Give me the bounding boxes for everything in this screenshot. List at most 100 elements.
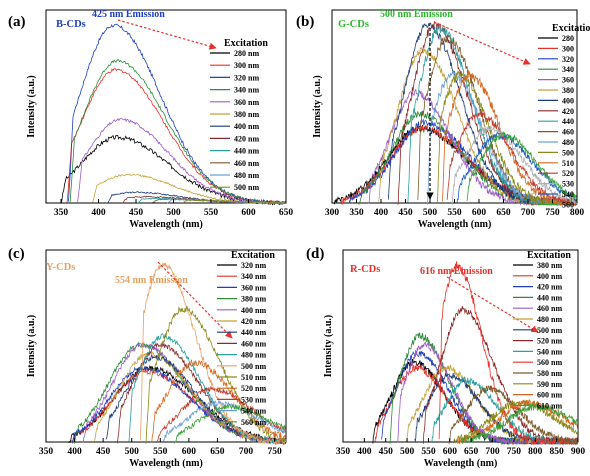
legend-entry: 590 nm bbox=[537, 380, 562, 389]
x-tick-label: 500 bbox=[400, 447, 415, 457]
shift-arrow bbox=[433, 21, 531, 65]
series-line bbox=[461, 403, 578, 444]
x-tick-label: 400 bbox=[357, 447, 372, 457]
legend-entry: 340 bbox=[562, 65, 574, 74]
legend-entry: 380 nm bbox=[234, 110, 259, 119]
series-line bbox=[438, 261, 578, 446]
series-line bbox=[128, 332, 287, 445]
series-line bbox=[162, 400, 287, 442]
x-tick-label: 700 bbox=[239, 447, 254, 457]
plot-frame bbox=[45, 249, 287, 443]
x-axis-label: Wavelength (nm) bbox=[129, 219, 203, 230]
emission-label: 616 nm Emission bbox=[420, 266, 493, 277]
legend-entry: 400 nm bbox=[537, 272, 562, 281]
series-line bbox=[456, 132, 578, 204]
panel-letter: (a) bbox=[8, 14, 26, 30]
series-line bbox=[441, 69, 578, 207]
legend-entry: 540 nm bbox=[241, 407, 266, 416]
x-tick-label: 900 bbox=[571, 447, 586, 457]
shift-arrow bbox=[446, 276, 539, 333]
x-axis-label: Wavelength (nm) bbox=[418, 219, 492, 230]
legend-entry: 460 nm bbox=[234, 159, 259, 168]
panel-letter: (d) bbox=[306, 246, 324, 262]
x-tick-label: 650 bbox=[279, 208, 294, 218]
series-line bbox=[174, 403, 287, 444]
series-line bbox=[378, 47, 578, 206]
legend-entry: 610 nm bbox=[537, 401, 562, 410]
x-tick-label: 600 bbox=[182, 447, 197, 457]
series-line bbox=[466, 130, 578, 202]
x-tick-label: 750 bbox=[507, 447, 522, 457]
x-tick-label: 450 bbox=[379, 447, 394, 457]
x-tick-label: 500 bbox=[125, 447, 140, 457]
legend-entry: 520 nm bbox=[537, 337, 562, 346]
legend-entry: 510 nm bbox=[241, 373, 266, 382]
series-line bbox=[446, 110, 577, 206]
x-tick-label: 350 bbox=[349, 208, 364, 218]
legend-entry: 560 bbox=[562, 200, 574, 209]
legend-entry: 380 nm bbox=[241, 295, 266, 304]
legend-title: Excitation bbox=[231, 250, 275, 261]
legend-entry: 300 nm bbox=[234, 61, 259, 70]
legend-entry: 510 bbox=[562, 159, 574, 168]
x-tick-label: 350 bbox=[54, 208, 69, 218]
x-tick-label: 550 bbox=[447, 208, 462, 218]
plot-frame bbox=[45, 9, 287, 204]
x-tick-label: 350 bbox=[39, 447, 54, 457]
legend-entry: 600 nm bbox=[537, 391, 562, 400]
x-tick-label: 450 bbox=[398, 208, 413, 218]
y-axis-label: Intensity (a.u.) bbox=[323, 315, 334, 378]
legend-entry: 360 bbox=[562, 76, 574, 85]
x-tick-label: 650 bbox=[464, 447, 479, 457]
series-line bbox=[457, 399, 578, 444]
legend-entry: 540 nm bbox=[537, 347, 562, 356]
x-tick-label: 650 bbox=[496, 208, 511, 218]
x-tick-label: 450 bbox=[129, 208, 144, 218]
x-tick-label: 300 bbox=[325, 208, 340, 218]
legend-entry: 480 nm bbox=[241, 351, 266, 360]
legend-entry: 360 nm bbox=[241, 283, 266, 292]
series-line bbox=[182, 199, 286, 204]
legend-entry: 500 nm bbox=[537, 326, 562, 335]
legend-entry: 520 bbox=[562, 169, 574, 178]
legend-entry: 360 nm bbox=[234, 98, 259, 107]
x-tick-label: 500 bbox=[166, 208, 181, 218]
legend-entry: 500 nm bbox=[241, 362, 266, 371]
panel-1: (b) 300 350 400 450 500 550 600 650 700 750 800 Wave… bbox=[296, 9, 590, 230]
legend-entry: 500 bbox=[562, 148, 574, 157]
x-tick-label: 400 bbox=[374, 208, 389, 218]
legend-entry: 460 bbox=[562, 128, 574, 137]
x-tick-label: 600 bbox=[241, 208, 256, 218]
legend-entry: 320 nm bbox=[241, 261, 266, 270]
panel-letter: (c) bbox=[8, 246, 25, 262]
legend-entry: 300 bbox=[562, 44, 574, 53]
legend-entry: 420 nm bbox=[234, 134, 259, 143]
x-tick-label: 700 bbox=[485, 447, 500, 457]
x-tick-label: 400 bbox=[91, 208, 106, 218]
legend-entry: 340 nm bbox=[234, 86, 259, 95]
x-tick-label: 350 bbox=[336, 447, 351, 457]
legend-entry: 480 nm bbox=[537, 315, 562, 324]
legend-entry: 420 nm bbox=[241, 317, 266, 326]
x-tick-label: 600 bbox=[472, 208, 487, 218]
legend-entry: 440 nm bbox=[234, 147, 259, 156]
legend-entry: 480 bbox=[562, 138, 574, 147]
sample-label: G-CDs bbox=[338, 19, 369, 30]
panel-0: (a) 350 400 450 500 550 600 650 Wavelength (nm) I… bbox=[8, 9, 293, 230]
series-line bbox=[69, 59, 286, 205]
legend-entry: 440 nm bbox=[537, 293, 562, 302]
sample-label: B-CDs bbox=[56, 19, 86, 30]
emission-label: 500 nm Emission bbox=[380, 9, 453, 20]
legend-entry: 560 nm bbox=[241, 418, 266, 427]
legend-entry: 400 nm bbox=[234, 122, 259, 131]
x-tick-label: 850 bbox=[550, 447, 565, 457]
x-tick-label: 750 bbox=[545, 208, 560, 218]
legend-entry: 320 bbox=[562, 55, 574, 64]
x-tick-label: 550 bbox=[153, 447, 168, 457]
legend-entry: 520 nm bbox=[241, 384, 266, 393]
sample-label: R-CDs bbox=[350, 264, 380, 275]
x-tick-label: 600 bbox=[443, 447, 458, 457]
